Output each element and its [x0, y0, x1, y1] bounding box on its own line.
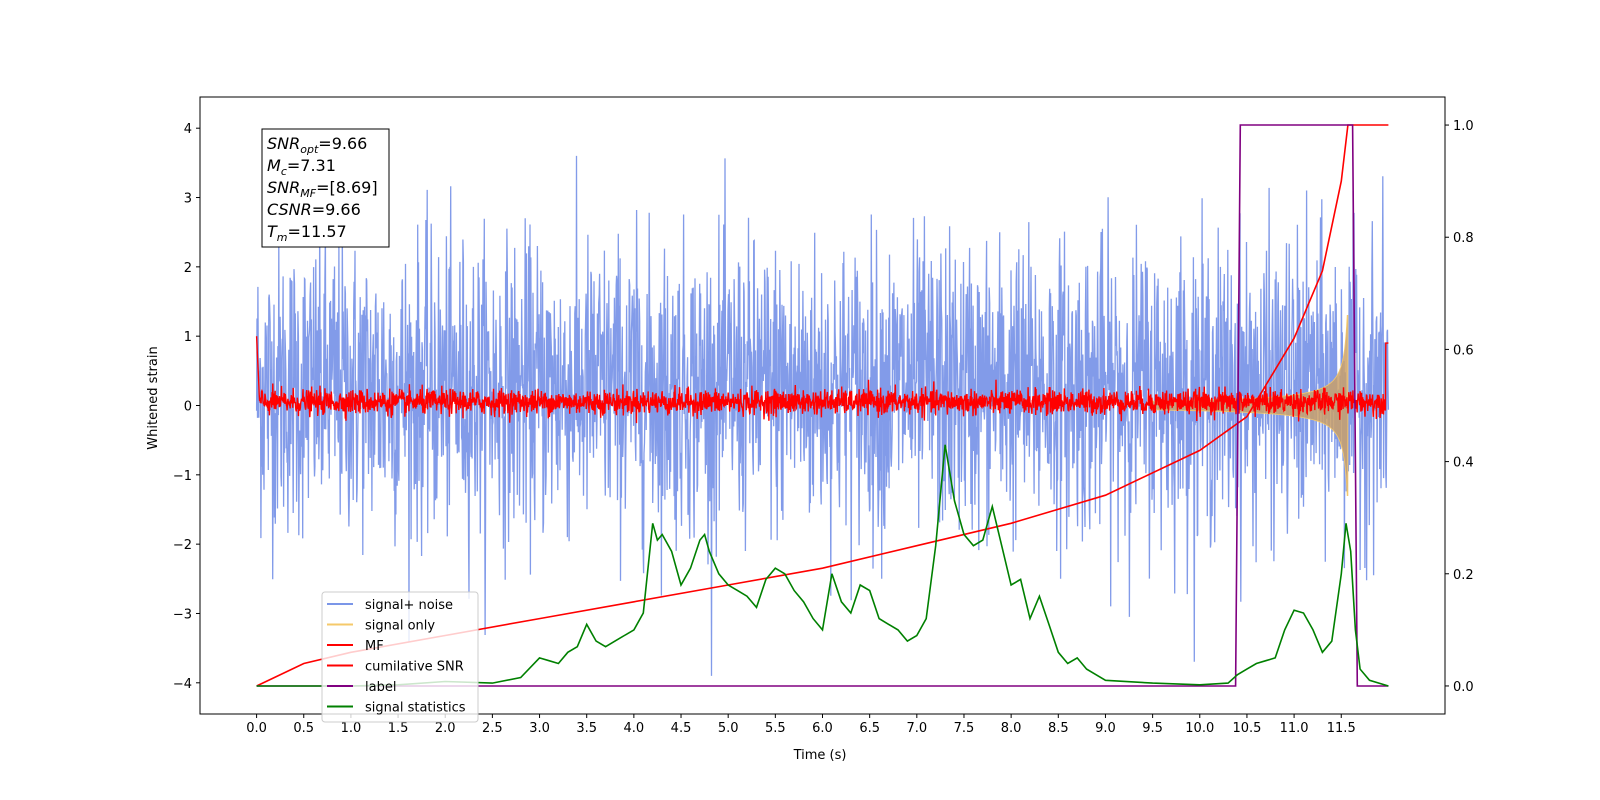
legend-frame — [321, 591, 479, 723]
x-tick-label: 4.0 — [624, 721, 645, 736]
y2-tick-label: 0.4 — [1453, 456, 1474, 471]
annotation-line: Tm=11.57 — [267, 222, 347, 244]
y-tick-label: −4 — [173, 677, 192, 692]
x-tick-label: 2.0 — [435, 721, 456, 736]
y2-tick-label: 0.2 — [1453, 568, 1474, 583]
x-tick-label: 2.5 — [482, 721, 503, 736]
x-tick-label: 6.0 — [812, 721, 833, 736]
x-tick-label: 1.5 — [388, 721, 409, 736]
legend: signal+ noise signal only MF cumilative SNR… — [321, 591, 479, 723]
x-tick-label: 11.5 — [1327, 721, 1356, 736]
annotation-line: CSNR=9.66 — [267, 200, 361, 219]
x-tick-label: 9.5 — [1142, 721, 1163, 736]
series-mf — [255, 336, 1389, 424]
x-tick-label: 7.5 — [954, 721, 975, 736]
x-tick-label: 5.0 — [718, 721, 739, 736]
x-tick-label: 9.0 — [1095, 721, 1116, 736]
y-tick-label: −2 — [173, 538, 192, 553]
y2-tick-label: 0.8 — [1453, 231, 1474, 246]
x-tick-label: 3.5 — [576, 721, 597, 736]
x-tick-label: 10.5 — [1232, 721, 1261, 736]
y2-tick-label: 1.0 — [1453, 119, 1474, 134]
x-axis-label: Time (s) — [793, 748, 847, 763]
axes: 0.0 0.5 1.0 1.5 2.0 2.5 3.0 3.5 4.0 4.5 5.0 5.5 6.0 6… — [173, 96, 1474, 736]
y-tick-label: 3 — [184, 192, 192, 207]
plot-area — [255, 124, 1390, 687]
y-tick-label: 0 — [184, 400, 192, 415]
y-tick-label: −3 — [173, 607, 192, 622]
legend-label: label — [365, 680, 396, 695]
series-label — [256, 124, 1389, 687]
x-tick-label: 8.0 — [1001, 721, 1022, 736]
legend-label: signal only — [365, 619, 435, 634]
x-tick-label: 0.5 — [293, 721, 314, 736]
annotation-line: SNRMF=[8.69] — [267, 178, 378, 200]
annotation-line: SNRopt=9.66 — [267, 134, 367, 156]
series-signal-only — [1152, 315, 1349, 496]
x-tick-label: 1.0 — [341, 721, 362, 736]
x-tick-label: 7.0 — [906, 721, 927, 736]
y2-tick-label: 0.6 — [1453, 343, 1474, 358]
x-tick-label: 11.0 — [1280, 721, 1309, 736]
y-tick-label: 2 — [184, 261, 192, 276]
y-tick-label: −1 — [173, 469, 192, 484]
x-tick-label: 4.5 — [671, 721, 692, 736]
x-tick-label: 0.0 — [246, 721, 267, 736]
x-tick-label: 6.5 — [859, 721, 880, 736]
x-tick-label: 8.5 — [1048, 721, 1069, 736]
legend-label: signal statistics — [365, 701, 466, 716]
annotation-frame — [261, 128, 390, 248]
x-tick-label: 10.0 — [1185, 721, 1214, 736]
annotation-line: Mc=7.31 — [267, 156, 336, 178]
y-axis-label: Whitened strain — [146, 346, 161, 449]
series-signal-statistics — [256, 444, 1389, 687]
y-tick-label: 1 — [184, 330, 192, 345]
legend-label: cumilative SNR — [365, 660, 464, 675]
y-tick-label: 4 — [184, 122, 192, 137]
y2-tick-label: 0.0 — [1453, 680, 1474, 695]
x-tick-label: 3.0 — [529, 721, 550, 736]
legend-label: signal+ noise — [365, 598, 453, 613]
x-tick-label: 5.5 — [765, 721, 786, 736]
legend-label: MF — [365, 639, 384, 654]
